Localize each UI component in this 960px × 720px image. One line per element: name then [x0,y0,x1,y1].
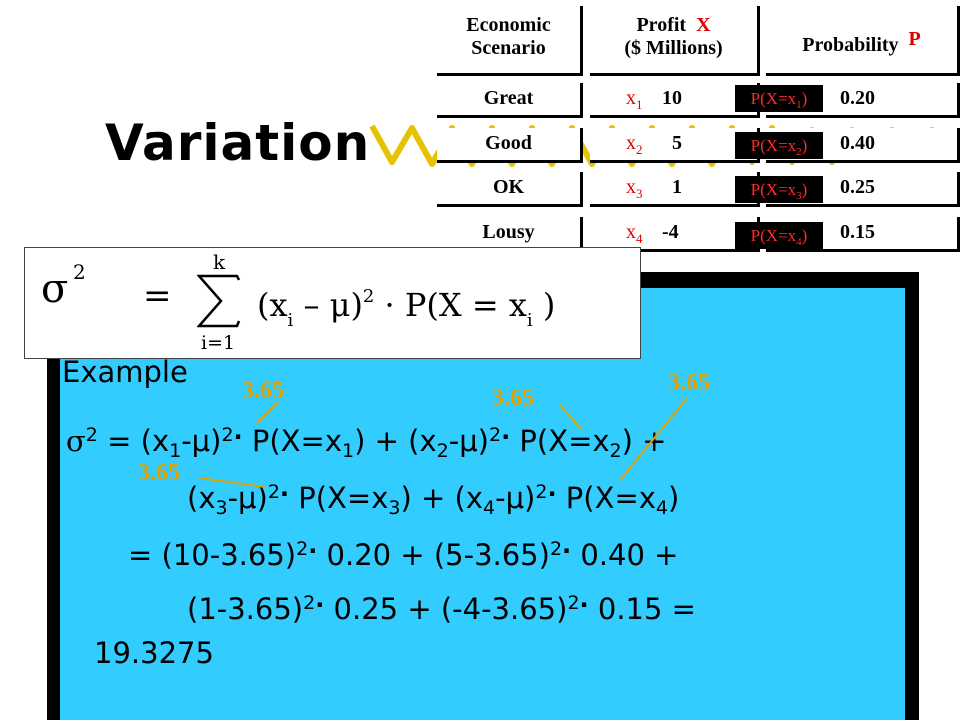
formula-sigma: σ [41,266,69,312]
example-line-3: = (10-3.65)2· 0.20 + (5-3.65)2· 0.40 + [128,537,679,572]
header-probability: Probability P [766,6,960,76]
example-result: 19.3275 [94,636,214,670]
example-line-4: (1-3.65)2· 0.25 + (-4-3.65)2· 0.15 = [187,591,696,626]
header-profit-line2: ($ Millions) [624,37,723,59]
row-profit: x2 5 [590,128,760,163]
summation-icon [197,274,241,328]
row-scenario: OK [437,172,583,207]
header-scenario: Economic Scenario [437,6,583,76]
prob-notation-box: P(X=x1) [735,85,823,112]
profit-value: 1 [672,176,682,198]
profit-value: 10 [662,87,682,109]
row-scenario: Great [437,83,583,118]
profit-var: x1 [626,87,643,112]
prob-notation-box: P(X=x4) [735,222,823,249]
profit-value: -4 [662,221,679,243]
header-profit-line1: Profit [636,14,687,36]
mean-annotation: 3.65 [138,460,180,486]
row-profit: x1 10 [590,83,760,118]
variance-formula-box: σ 2 = k i=1 (xi – μ)2 · P(X = xi ) [24,247,641,359]
scenario-label: Good [485,132,532,154]
header-profit-var: X [696,14,711,36]
header-profit: Profit X ($ Millions) [590,6,760,76]
header-scenario-line2: Scenario [471,37,546,59]
header-probability-label: Probability [802,34,899,56]
formula-equals: = [143,276,172,316]
row-scenario: Good [437,128,583,163]
example-panel [60,288,905,720]
example-label: Example [62,355,188,389]
header-probability-var: P [908,28,921,50]
profit-var: x2 [626,132,643,157]
example-line-1: σ2 = (x1-μ)2· P(X=x1) + (x2-μ)2· P(X=x2)… [66,423,667,462]
scenario-label: OK [492,176,525,198]
profit-var: x3 [626,176,643,201]
prob-notation-box: P(X=x2) [735,132,823,159]
row-profit: x4 -4 [590,217,760,252]
example-line-2: (x3-μ)2· P(X=x3) + (x4-μ)2· P(X=x4) [187,480,680,519]
formula-sum-lower: i=1 [201,332,236,354]
mean-annotation: 3.65 [668,370,710,396]
probability-value: 0.25 [840,176,875,198]
probability-value: 0.15 [840,221,875,243]
row-profit: x3 1 [590,172,760,207]
formula-square: 2 [73,260,86,284]
probability-value: 0.40 [840,132,875,154]
scenario-label: Lousy [482,221,535,243]
slide-title: Variation [105,114,371,172]
profit-var: x4 [626,221,643,246]
mean-annotation: 3.65 [492,385,534,411]
scenario-label: Great [483,87,534,109]
prob-notation-box: P(X=x3) [735,176,823,203]
probability-value: 0.20 [840,87,875,109]
formula-body: (xi – μ)2 · P(X = xi ) [257,286,556,331]
profit-value: 5 [672,132,682,154]
mean-annotation: 3.65 [242,378,284,404]
header-scenario-line1: Economic [466,14,551,36]
formula-sum-upper: k [213,250,226,274]
